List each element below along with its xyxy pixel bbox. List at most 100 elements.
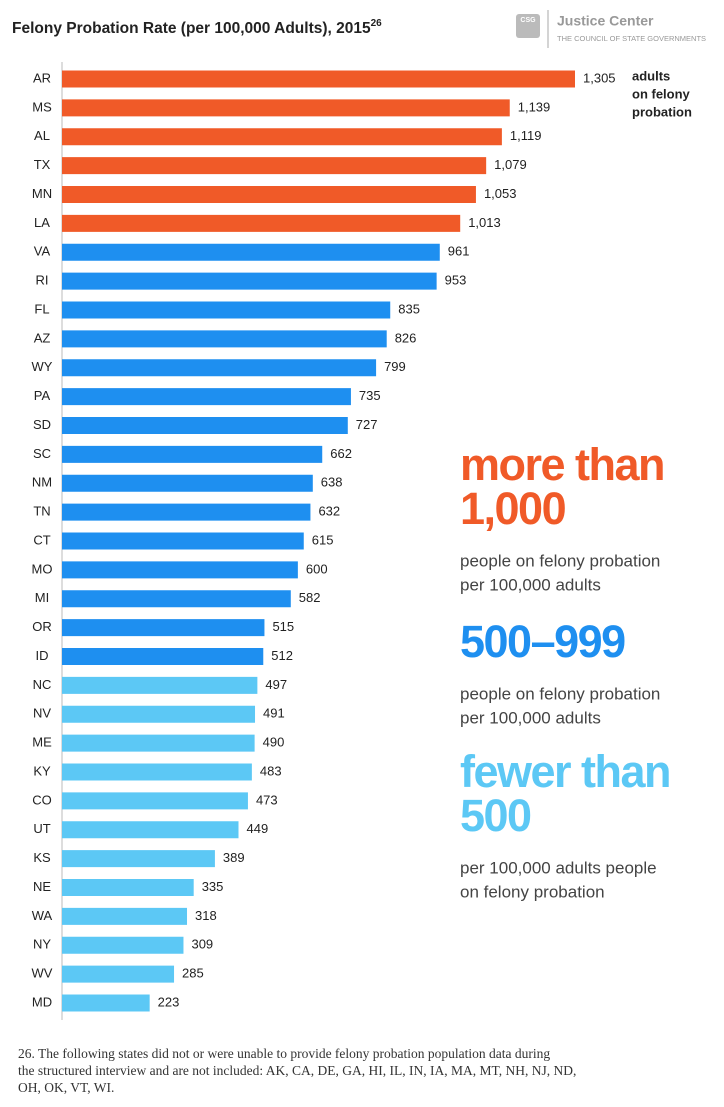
y-tick-label: ID [36, 648, 49, 663]
bar [62, 965, 175, 983]
bar [62, 850, 215, 868]
y-tick-label: OR [32, 619, 52, 634]
value-label: 582 [299, 590, 321, 605]
y-tick-label: TX [34, 157, 51, 172]
logo-icon [516, 14, 540, 38]
title-superscript: 26 [371, 18, 383, 29]
value-label: 490 [263, 735, 285, 750]
y-tick-label: WV [32, 966, 53, 981]
bar [62, 99, 510, 117]
bar [62, 879, 194, 896]
value-label: 961 [448, 244, 470, 259]
value-label: 953 [445, 273, 467, 288]
y-tick-label: UT [33, 821, 50, 836]
y-tick-label: MI [35, 590, 49, 605]
bar [62, 619, 265, 637]
value-label: 727 [356, 417, 378, 432]
annotation: probation [632, 104, 692, 119]
value-label: 223 [158, 994, 180, 1009]
legend-heading: fewer than [460, 746, 670, 797]
y-tick-label: MN [32, 186, 52, 201]
value-label: 600 [306, 561, 328, 576]
value-label: 799 [384, 359, 406, 374]
y-tick-label: NE [33, 879, 51, 894]
value-label: 615 [312, 532, 334, 547]
annotation: adults [632, 68, 670, 83]
bar [62, 388, 351, 406]
y-tick-label: ME [32, 735, 52, 750]
y-tick-label: VA [34, 244, 51, 259]
bar [62, 590, 291, 608]
title-text: Felony Probation Rate (per 100,000 Adult… [12, 20, 371, 37]
legend-text: per 100,000 adults people [460, 858, 657, 877]
bar [62, 821, 239, 839]
bar [62, 763, 252, 781]
y-tick-label: NV [33, 706, 51, 721]
logo: CSG Justice Center THE COUNCIL OF STATE … [516, 10, 706, 48]
logo-mark: CSG [520, 17, 536, 24]
y-tick-label: WA [32, 908, 53, 923]
footnote: OH, OK, VT, WI. [18, 1080, 114, 1095]
bar [62, 648, 264, 665]
value-label: 473 [256, 792, 278, 807]
bar [62, 561, 298, 579]
bar [62, 676, 258, 694]
y-tick-label: AL [34, 128, 50, 143]
y-tick-label: NM [32, 475, 52, 490]
value-label: 515 [272, 619, 294, 634]
bar [62, 157, 487, 175]
y-tick-label: KY [33, 763, 51, 778]
legend-heading: 500–999 [460, 616, 625, 667]
legend-heading: 1,000 [460, 483, 566, 534]
bar [62, 532, 304, 550]
bar [62, 128, 502, 146]
bar [62, 330, 387, 348]
y-tick-label: SD [33, 417, 51, 432]
bar [62, 359, 377, 377]
y-tick-label: FL [34, 301, 49, 316]
bar [62, 186, 476, 203]
value-label: 491 [263, 706, 285, 721]
legend-text: people on felony probation [460, 684, 660, 703]
y-tick-label: MO [32, 561, 53, 576]
legend-text: per 100,000 adults [460, 575, 601, 594]
legend-heading: more than [460, 439, 664, 490]
logo-subtitle: THE COUNCIL OF STATE GOVERNMENTS [557, 34, 706, 43]
footnote: the structured interview and are not inc… [18, 1063, 576, 1078]
value-label: 1,305 [583, 70, 616, 85]
bar [62, 445, 323, 463]
bar [62, 705, 256, 723]
y-tick-label: MS [32, 99, 52, 114]
bar [62, 792, 248, 810]
logo-name: Justice Center [557, 13, 654, 29]
value-label: 1,053 [484, 186, 517, 201]
y-tick-label: MD [32, 994, 52, 1009]
y-tick-label: CO [32, 792, 52, 807]
value-label: 497 [265, 677, 287, 692]
value-label: 826 [395, 330, 417, 345]
bar [62, 734, 255, 752]
bar [62, 70, 575, 88]
value-label: 309 [191, 937, 213, 952]
legend-text: on felony probation [460, 882, 605, 901]
y-tick-label: WY [32, 359, 53, 374]
bar [62, 214, 461, 232]
bar [62, 994, 150, 1012]
y-tick-label: SC [33, 446, 51, 461]
value-label: 389 [223, 850, 245, 865]
value-label: 1,013 [468, 215, 501, 230]
legend-text: people on felony probation [460, 551, 660, 570]
value-label: 632 [318, 504, 340, 519]
bar [62, 936, 184, 954]
y-tick-label: LA [34, 215, 50, 230]
value-label: 483 [260, 763, 282, 778]
y-tick-label: NC [33, 677, 52, 692]
bar [62, 243, 440, 261]
y-tick-label: TN [33, 504, 50, 519]
value-label: 638 [321, 475, 343, 490]
value-label: 449 [247, 821, 269, 836]
value-label: 662 [330, 446, 352, 461]
y-tick-label: AZ [34, 330, 51, 345]
value-label: 318 [195, 908, 217, 923]
bar [62, 301, 391, 319]
